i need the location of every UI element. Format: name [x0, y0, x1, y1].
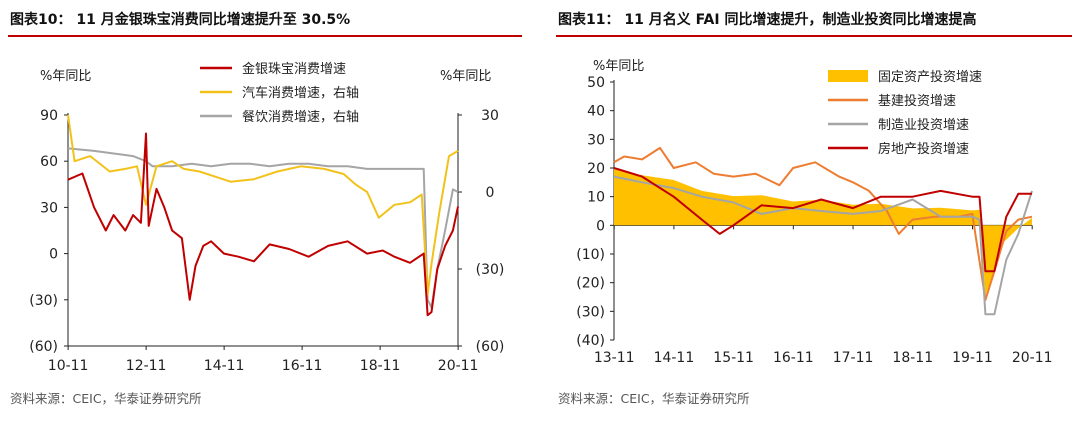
series-line [613, 175, 1033, 316]
legend-label: 固定资产投资增速 [878, 69, 982, 85]
y-tick-label-left: 0 [49, 247, 58, 263]
y-tick-label-left: (40) [576, 333, 605, 349]
title-divider [8, 35, 522, 37]
legend-label: 基建投资增速 [878, 93, 956, 109]
x-tick-label: 13-11 [594, 350, 635, 366]
source-note: 资料来源：CEIC，华泰证券研究所 [558, 391, 750, 406]
x-tick-label: 10-11 [48, 358, 89, 374]
y-tick-label-right: (30) [476, 262, 505, 278]
y-tick-label-left: 20 [587, 161, 605, 177]
y-axis-label-left: %年同比 [593, 59, 644, 74]
x-tick-label: 16-11 [773, 350, 814, 366]
chart-title: 图表11： 11 月名义 FAI 同比增速提升，制造业投资同比增速提高 [558, 12, 977, 28]
y-tick-label-left: 60 [40, 154, 58, 170]
legend-label: 金银珠宝消费增速 [242, 61, 346, 77]
y-tick-label-right: 30 [481, 108, 499, 124]
y-axis-label-right: %年同比 [440, 69, 491, 84]
series-line [613, 167, 1032, 273]
legend-swatch [828, 70, 868, 82]
series-line [67, 114, 459, 296]
chart-panel-right: 图表11： 11 月名义 FAI 同比增速提升，制造业投资同比增速提高 %年同比… [548, 0, 1080, 424]
x-tick-label: 20-11 [438, 358, 479, 374]
y-tick-label-left: 0 [596, 218, 605, 234]
x-tick-label: 18-11 [360, 358, 401, 374]
x-tick-label: 16-11 [282, 358, 323, 374]
source-note: 资料来源：CEIC，华泰证券研究所 [10, 391, 202, 406]
y-axis-label-left: %年同比 [40, 69, 91, 84]
x-tick-label: 15-11 [713, 350, 754, 366]
y-tick-label-right: 0 [486, 185, 495, 201]
x-tick-label: 12-11 [126, 358, 167, 374]
y-tick-label-left: 10 [587, 190, 605, 206]
y-tick-label-left: (60) [29, 339, 58, 355]
y-tick-label-left: (30) [576, 304, 605, 320]
y-tick-label-left: 40 [587, 104, 605, 120]
series-line [67, 132, 459, 317]
y-tick-label-left: 50 [587, 75, 605, 91]
legend-label: 房地产投资增速 [878, 141, 969, 157]
title-divider [556, 35, 1072, 37]
y-tick-label-left: (30) [29, 293, 58, 309]
y-tick-label-left: (20) [576, 276, 605, 292]
y-tick-label-right: (60) [476, 339, 505, 355]
legend-label: 汽车消费增速，右轴 [242, 85, 359, 101]
x-tick-label: 18-11 [892, 350, 933, 366]
chart-svg-left: %年同比 %年同比 90 60 30 0 (30) (60) 30 0 (30) (60) 10-11 1… [29, 61, 505, 374]
legend-label: 餐饮消费增速，右轴 [242, 109, 359, 125]
chart-title: 图表10： 11 月金银珠宝消费同比增速提升至 30.5% [10, 12, 351, 28]
x-tick-label: 14-11 [204, 358, 245, 374]
y-tick-label-left: 30 [587, 132, 605, 148]
x-tick-label: 14-11 [654, 350, 695, 366]
y-tick-label-left: (10) [576, 247, 605, 263]
x-tick-label: 19-11 [952, 350, 993, 366]
x-tick-label: 20-11 [1012, 350, 1053, 366]
y-tick-label-left: 30 [40, 200, 58, 216]
x-tick-label: 17-11 [833, 350, 874, 366]
y-tick-label-left: 90 [40, 108, 58, 124]
chart-panel-left: 图表10： 11 月金银珠宝消费同比增速提升至 30.5% %年同比 %年同比 90… [0, 0, 530, 424]
legend-label: 制造业投资增速 [878, 117, 969, 133]
